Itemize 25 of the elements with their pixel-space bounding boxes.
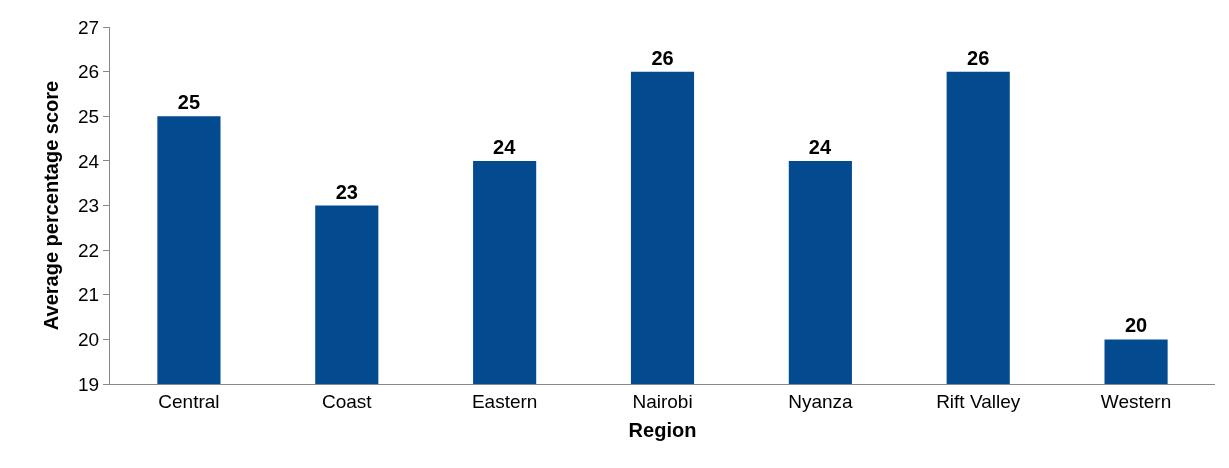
data-label: 23 <box>335 180 358 203</box>
x-tick-label: Eastern <box>471 390 538 412</box>
data-label: 26 <box>967 46 990 69</box>
y-tick-label: 26 <box>78 61 100 83</box>
y-tick-label: 21 <box>78 284 100 306</box>
data-label: 26 <box>651 46 674 69</box>
y-tick-label: 27 <box>78 16 100 38</box>
y-tick-label: 25 <box>78 105 100 127</box>
data-label: 20 <box>1124 314 1148 337</box>
y-tick-label: 24 <box>78 150 100 172</box>
x-tick-label: Nyanza <box>788 390 853 412</box>
x-tick-label: Coast <box>321 390 373 412</box>
data-label: 24 <box>808 135 832 158</box>
x-axis-title: Region <box>628 419 697 442</box>
y-tick-label: 23 <box>78 195 100 217</box>
data-label: 25 <box>177 91 201 114</box>
y-tick-label: 22 <box>78 239 100 261</box>
x-tick-label: Western <box>1100 390 1172 412</box>
y-tick-label: 20 <box>78 329 100 351</box>
x-tick-label: Central <box>158 390 220 412</box>
y-axis-title: Average percentage score <box>39 80 62 331</box>
y-tick-label: 19 <box>78 373 100 395</box>
x-tick-label: Rift Valley <box>936 390 1021 412</box>
x-tick-label: Nairobi <box>632 390 693 412</box>
data-label: 24 <box>493 135 517 158</box>
